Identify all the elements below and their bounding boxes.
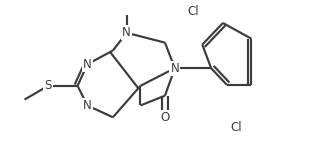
Text: N: N xyxy=(83,99,92,112)
Text: O: O xyxy=(160,111,170,124)
Text: S: S xyxy=(44,79,52,92)
Text: Cl: Cl xyxy=(188,5,199,18)
Text: N: N xyxy=(122,26,131,39)
Text: N: N xyxy=(83,58,92,71)
Text: Cl: Cl xyxy=(231,121,243,134)
Text: N: N xyxy=(170,62,179,75)
Text: Cl: Cl xyxy=(188,5,199,18)
Text: Cl: Cl xyxy=(231,121,243,134)
